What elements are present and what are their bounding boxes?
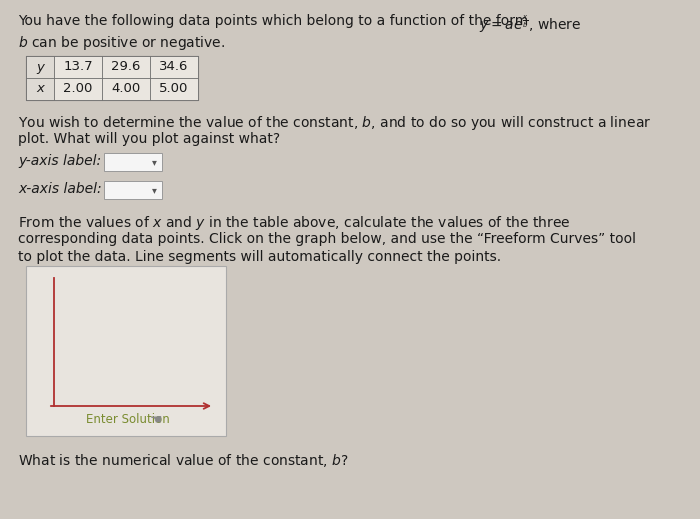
Bar	[26, 266, 226, 436]
Text: 5.00: 5.00	[160, 83, 189, 95]
Text: x-axis label:: x-axis label:	[18, 182, 102, 196]
Bar	[102, 56, 150, 78]
Text: $y = ae^{\frac{x}{b}}$, where: $y = ae^{\frac{x}{b}}$, where	[479, 14, 581, 35]
Bar	[102, 78, 150, 100]
Text: 34.6: 34.6	[160, 61, 189, 74]
Text: ☚: ☚	[150, 414, 162, 428]
Text: ▾: ▾	[152, 185, 156, 195]
Text: ▾: ▾	[152, 157, 156, 167]
Bar	[104, 181, 162, 199]
Bar	[54, 78, 102, 100]
Text: You wish to determine the value of the constant, $b$, and to do so you will cons: You wish to determine the value of the c…	[18, 114, 651, 132]
Text: y-axis label:: y-axis label:	[18, 154, 101, 168]
Text: From the values of $x$ and $y$ in the table above, calculate the values of the t: From the values of $x$ and $y$ in the ta…	[18, 214, 570, 232]
Bar	[26, 78, 54, 100]
Bar	[150, 56, 198, 78]
Bar	[26, 56, 198, 100]
Bar	[54, 56, 102, 78]
Text: 29.6: 29.6	[111, 61, 141, 74]
Text: 13.7: 13.7	[63, 61, 93, 74]
Bar	[150, 78, 198, 100]
Text: $b$ can be positive or negative.: $b$ can be positive or negative.	[18, 34, 225, 52]
Text: 4.00: 4.00	[111, 83, 141, 95]
Text: corresponding data points. Click on the graph below, and use the “Freeform Curve: corresponding data points. Click on the …	[18, 232, 636, 246]
Text: Enter Solution: Enter Solution	[86, 413, 169, 426]
Text: y: y	[36, 61, 44, 74]
Text: x: x	[36, 83, 44, 95]
Bar	[104, 153, 162, 171]
Text: You have the following data points which belong to a function of the form: You have the following data points which…	[18, 14, 533, 28]
Text: What is the numerical value of the constant, $b$?: What is the numerical value of the const…	[18, 452, 349, 469]
Bar	[26, 56, 54, 78]
Text: 2.00: 2.00	[63, 83, 92, 95]
Text: to plot the data. Line segments will automatically connect the points.: to plot the data. Line segments will aut…	[18, 250, 501, 264]
Text: plot. What will you plot against what?: plot. What will you plot against what?	[18, 132, 280, 146]
